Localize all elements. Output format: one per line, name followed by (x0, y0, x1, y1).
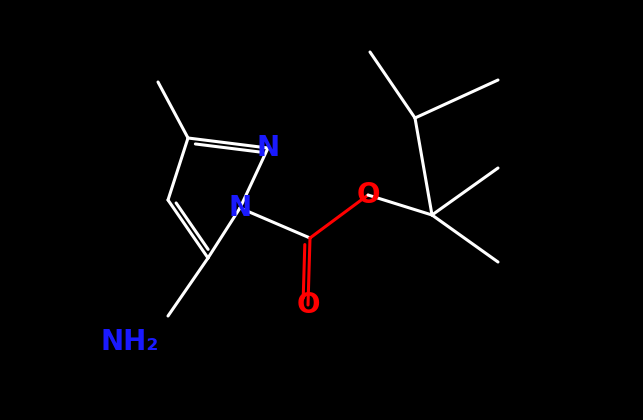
Text: N: N (257, 134, 280, 162)
Text: O: O (296, 291, 320, 319)
Text: O: O (356, 181, 380, 209)
Text: N: N (228, 194, 251, 222)
Text: NH₂: NH₂ (101, 328, 159, 356)
